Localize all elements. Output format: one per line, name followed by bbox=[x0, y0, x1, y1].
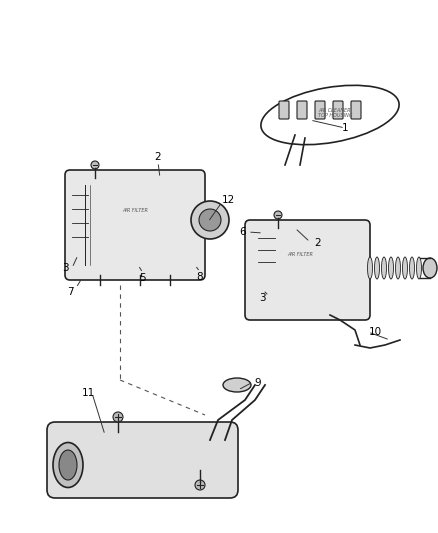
Ellipse shape bbox=[53, 442, 83, 488]
Circle shape bbox=[113, 412, 123, 422]
FancyBboxPatch shape bbox=[47, 422, 238, 498]
Ellipse shape bbox=[223, 378, 251, 392]
Text: AIR FILTER: AIR FILTER bbox=[122, 207, 148, 213]
Text: 8: 8 bbox=[197, 272, 203, 282]
FancyBboxPatch shape bbox=[297, 101, 307, 119]
Ellipse shape bbox=[423, 258, 437, 278]
Ellipse shape bbox=[381, 257, 386, 279]
FancyBboxPatch shape bbox=[65, 170, 205, 280]
FancyBboxPatch shape bbox=[333, 101, 343, 119]
Text: 11: 11 bbox=[81, 388, 95, 398]
Ellipse shape bbox=[389, 257, 393, 279]
Text: 3: 3 bbox=[259, 293, 265, 303]
Text: 12: 12 bbox=[221, 195, 235, 205]
Text: 1: 1 bbox=[342, 123, 348, 133]
Text: 7: 7 bbox=[67, 287, 73, 297]
Text: 5: 5 bbox=[140, 273, 146, 283]
FancyBboxPatch shape bbox=[279, 101, 289, 119]
FancyBboxPatch shape bbox=[351, 101, 361, 119]
Ellipse shape bbox=[403, 257, 407, 279]
Ellipse shape bbox=[396, 257, 400, 279]
FancyBboxPatch shape bbox=[245, 220, 370, 320]
Ellipse shape bbox=[417, 257, 421, 279]
Circle shape bbox=[274, 211, 282, 219]
Ellipse shape bbox=[367, 257, 372, 279]
Circle shape bbox=[195, 480, 205, 490]
Circle shape bbox=[91, 161, 99, 169]
Text: 3: 3 bbox=[62, 263, 68, 273]
Ellipse shape bbox=[59, 450, 77, 480]
FancyBboxPatch shape bbox=[315, 101, 325, 119]
Text: 6: 6 bbox=[240, 227, 246, 237]
Ellipse shape bbox=[191, 201, 229, 239]
Text: 2: 2 bbox=[314, 238, 321, 248]
Ellipse shape bbox=[374, 257, 379, 279]
Text: 2: 2 bbox=[155, 152, 161, 162]
Ellipse shape bbox=[199, 209, 221, 231]
Ellipse shape bbox=[410, 257, 414, 279]
Text: 10: 10 bbox=[368, 327, 381, 337]
Text: 9: 9 bbox=[254, 378, 261, 388]
Text: AIR FILTER: AIR FILTER bbox=[287, 253, 313, 257]
Text: AIR CLEANER
TOP HOUSING: AIR CLEANER TOP HOUSING bbox=[318, 108, 352, 118]
